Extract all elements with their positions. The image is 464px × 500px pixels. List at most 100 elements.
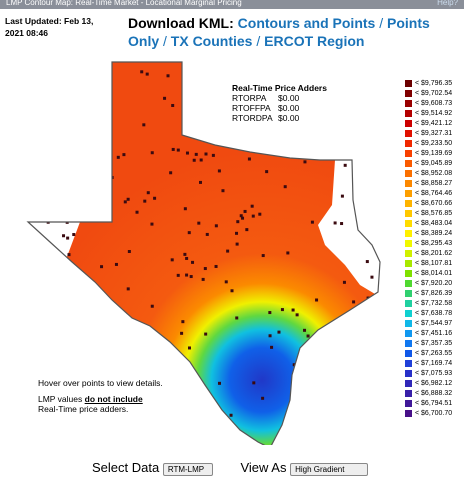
settlement-point [134,427,138,431]
legend-label: < $9,045.89 [415,160,453,167]
legend-item: < $8,107.81 [405,259,464,269]
settlement-point [218,410,222,414]
settlement-point [252,381,256,385]
notes: Hover over points to view details. LMP v… [38,378,188,414]
kml-link[interactable]: ERCOT Region [264,33,365,49]
adder-name: RTOFFPA [232,103,271,113]
adder-name: RTORPA [232,93,267,103]
legend-label: < $9,796.35 [415,80,453,87]
settlement-point [305,414,309,418]
settlement-point [235,231,239,235]
settlement-point [190,434,194,438]
settlement-point [191,122,195,126]
legend-label: < $8,014.01 [415,270,453,277]
legend-label: < $9,514.92 [415,110,453,117]
settlement-point [48,204,52,208]
legend-item: < $8,764.46 [405,189,464,199]
legend-swatch [405,99,412,107]
page-title: LMP Contour Map: Real-Time Market - Loca… [6,0,242,7]
adder-value: $0.00 [278,103,300,113]
settlement-point [293,417,297,421]
settlement-point [347,322,351,326]
settlement-point [364,187,368,191]
settlement-point [126,197,130,201]
settlement-point [219,82,223,86]
settlement-point [42,211,46,215]
settlement-point [122,153,126,157]
data-select[interactable]: RTM-LMP [162,463,213,476]
settlement-point [303,160,307,164]
settlement-point [129,362,133,366]
settlement-point [280,308,284,312]
view-select[interactable]: High Gradient [290,463,369,476]
help-link[interactable]: Help? [437,0,458,7]
kml-link[interactable]: TX Counties [170,33,253,49]
legend-label: < $7,826.39 [415,290,453,297]
settlement-point [183,207,187,211]
legend: < $9,796.35 < $9,702.54 < $9,608.73 < $9,51… [405,79,464,419]
settlement-point [148,420,152,424]
legend-swatch [405,79,412,87]
legend-swatch [405,269,412,277]
settlement-point [62,234,66,238]
settlement-point [40,293,44,297]
legend-label: < $9,702.54 [415,90,453,97]
settlement-point [211,153,215,157]
legend-item: < $6,888.32 [405,389,464,399]
legend-swatch [405,89,412,97]
legend-swatch [405,109,412,117]
legend-label: < $7,263.55 [415,350,453,357]
settlement-point [201,97,205,101]
settlement-point [368,369,372,373]
settlement-point [342,280,346,284]
settlement-point [40,253,44,257]
legend-item: < $7,544.97 [405,319,464,329]
settlement-point [114,340,118,344]
separator: / [163,33,167,49]
legend-item: < $8,389.24 [405,229,464,239]
settlement-point [235,242,239,246]
download-label: Download KML: [128,15,234,31]
settlement-point [250,204,254,208]
settlement-point [176,148,180,152]
settlement-point [303,328,307,332]
legend-item: < $8,858.27 [405,179,464,189]
settlement-point [184,91,188,95]
top-bar: LMP Contour Map: Real-Time Market - Loca… [0,0,464,9]
settlement-point [164,366,168,370]
settlement-point [229,413,233,417]
hover-note: Hover over points to view details. [38,378,163,388]
legend-item: < $7,732.58 [405,299,464,309]
kml-link[interactable]: Contours and Points [237,15,376,31]
legend-swatch [405,259,412,267]
settlement-point [310,220,314,224]
settlement-point [214,264,218,268]
settlement-point [61,443,65,445]
settlement-point [183,252,187,256]
legend-label: < $7,638.78 [415,310,453,317]
settlement-point [189,397,193,401]
settlement-point [166,74,170,78]
settlement-point [105,213,109,217]
settlement-point [140,70,144,74]
settlement-point [163,426,167,430]
settlement-point [341,320,345,324]
adder-name: RTORDPA [232,113,273,123]
separator: / [256,33,261,49]
settlement-point [116,155,120,159]
settlement-point [72,233,76,237]
legend-swatch [405,219,412,227]
kml-link[interactable]: Points Only [128,15,430,49]
legend-item: < $7,451.16 [405,329,464,339]
settlement-point [286,251,290,255]
settlement-point [52,198,56,202]
legend-item: < $8,014.01 [405,269,464,279]
settlement-point [306,334,310,338]
settlement-point [150,222,154,226]
legend-label: < $8,483.04 [415,220,453,227]
legend-label: < $8,952.08 [415,170,453,177]
settlement-point [81,188,85,192]
legend-label: < $6,700.70 [415,410,453,417]
legend-item: < $9,045.89 [405,159,464,169]
legend-item: < $6,700.70 [405,409,464,419]
